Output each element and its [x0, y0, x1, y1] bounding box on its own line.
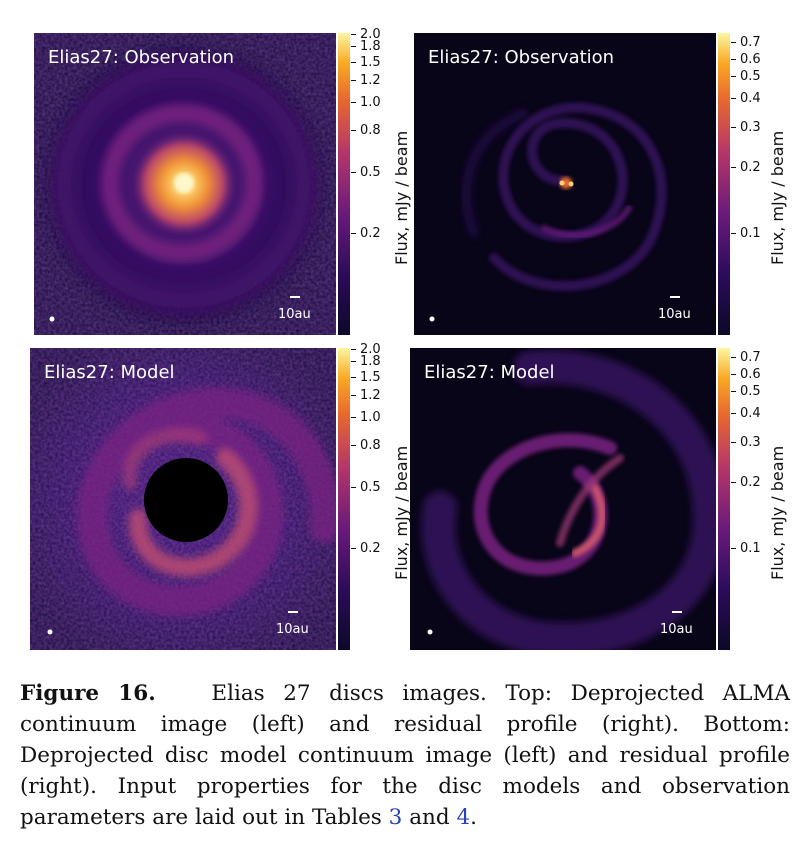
colorbar-tick: 0.8 [351, 438, 381, 453]
colorbar-gradient [718, 348, 730, 650]
colorbar-tick: 1.8 [351, 354, 381, 369]
colorbar-tick: 0.4 [731, 406, 761, 421]
panel-observation-continuum: Elias27: Observation 10au [34, 33, 336, 335]
beam-marker [47, 629, 53, 635]
panel-model-residual: Elias27: Model 10au [410, 348, 716, 650]
colorbar-gradient [338, 33, 350, 335]
model-residual-image: Elias27: Model 10au [410, 348, 716, 650]
table-ref-link[interactable]: 4 [456, 805, 471, 830]
scale-bar [672, 611, 682, 613]
scale-label: 10au [278, 307, 311, 322]
caption-and: and [409, 805, 450, 830]
colorbar-observation-continuum: 2.0 1.8 1.5 1.2 1.0 0.8 0.5 0.2 Flux, mJ… [338, 28, 411, 339]
colorbar-tick: 0.1 [731, 226, 761, 241]
panel-title: Elias27: Observation [48, 47, 234, 68]
scale-label: 10au [658, 307, 691, 322]
scale-label: 10au [276, 622, 309, 637]
colorbar-tick: 1.5 [351, 370, 381, 385]
colorbar-label: Flux, mJy / beam [392, 130, 411, 265]
colorbar-tick: 0.1 [731, 541, 761, 556]
scale-bar [288, 611, 298, 613]
colorbar-model-continuum: 2.0 1.8 1.5 1.2 1.0 0.8 0.5 0.2 Flux, mJ… [338, 343, 411, 654]
beam-marker [49, 316, 55, 322]
scale-label: 10au [660, 622, 693, 637]
beam-marker [429, 316, 435, 322]
scale-bar [290, 296, 300, 298]
beam-marker [427, 629, 433, 635]
colorbar-label: Flux, mJy / beam [392, 445, 411, 580]
colorbar-tick: 1.2 [351, 388, 381, 403]
colorbar-tick: 1.2 [351, 73, 381, 88]
colorbar-label: Flux, mJy / beam [768, 130, 787, 265]
colorbar-tick: 0.4 [731, 91, 761, 106]
colorbar-tick: 0.6 [731, 52, 761, 67]
colorbar-tick: 0.2 [731, 160, 761, 175]
colorbar-tick: 0.8 [351, 123, 381, 138]
observation-continuum-image: Elias27: Observation 10au [34, 33, 336, 335]
colorbar-model-residual: 0.7 0.6 0.5 0.4 0.3 0.2 0.1 Flux, mJy / … [718, 348, 787, 654]
colorbar-tick: 0.2 [731, 475, 761, 490]
colorbar-gradient [338, 348, 350, 650]
table-ref-link[interactable]: 3 [388, 805, 403, 830]
caption-end: . [470, 805, 478, 830]
colorbar-tick: 1.5 [351, 55, 381, 70]
colorbar-tick: 0.3 [731, 120, 761, 135]
colorbar-tick: 1.0 [351, 95, 381, 110]
colorbar-tick: 1.8 [351, 39, 381, 54]
colorbar-tick: 2.0 [351, 342, 381, 357]
colorbar-tick: 0.2 [351, 541, 381, 556]
colorbar-tick: 1.0 [351, 410, 381, 425]
panel-title: Elias27: Model [44, 362, 175, 383]
colorbar-tick: 2.0 [351, 27, 381, 42]
colorbar-tick: 0.5 [731, 384, 761, 399]
colorbar-tick: 0.5 [731, 69, 761, 84]
observation-residual-image: Elias27: Observation 10au [414, 33, 716, 335]
panel-model-continuum: Elias27: Model 10au [30, 348, 336, 650]
colorbar-tick: 0.5 [351, 480, 381, 495]
model-continuum-image: Elias27: Model 10au [30, 348, 336, 650]
panel-title: Elias27: Observation [428, 47, 614, 68]
colorbar-tick: 0.2 [351, 226, 381, 241]
colorbar-tick: 0.7 [731, 350, 761, 365]
figure-label: Figure 16. [20, 681, 156, 706]
colorbar-tick: 0.6 [731, 367, 761, 382]
colorbar-observation-residual: 0.7 0.6 0.5 0.4 0.3 0.2 0.1 Flux, mJy / … [718, 33, 787, 339]
colorbar-tick: 0.3 [731, 435, 761, 450]
scale-bar [670, 296, 680, 298]
colorbar-tick: 0.5 [351, 165, 381, 180]
colorbar-label: Flux, mJy / beam [768, 445, 787, 580]
panel-title: Elias27: Model [424, 362, 555, 383]
figure-caption: Figure 16. Elias 27 discs images. Top: D… [20, 678, 790, 833]
colorbar-gradient [718, 33, 730, 335]
panel-observation-residual: Elias27: Observation 10au [414, 33, 716, 335]
colorbar-tick: 0.7 [731, 35, 761, 50]
caption-text: Elias 27 discs images. Top: Deprojected … [20, 681, 790, 830]
